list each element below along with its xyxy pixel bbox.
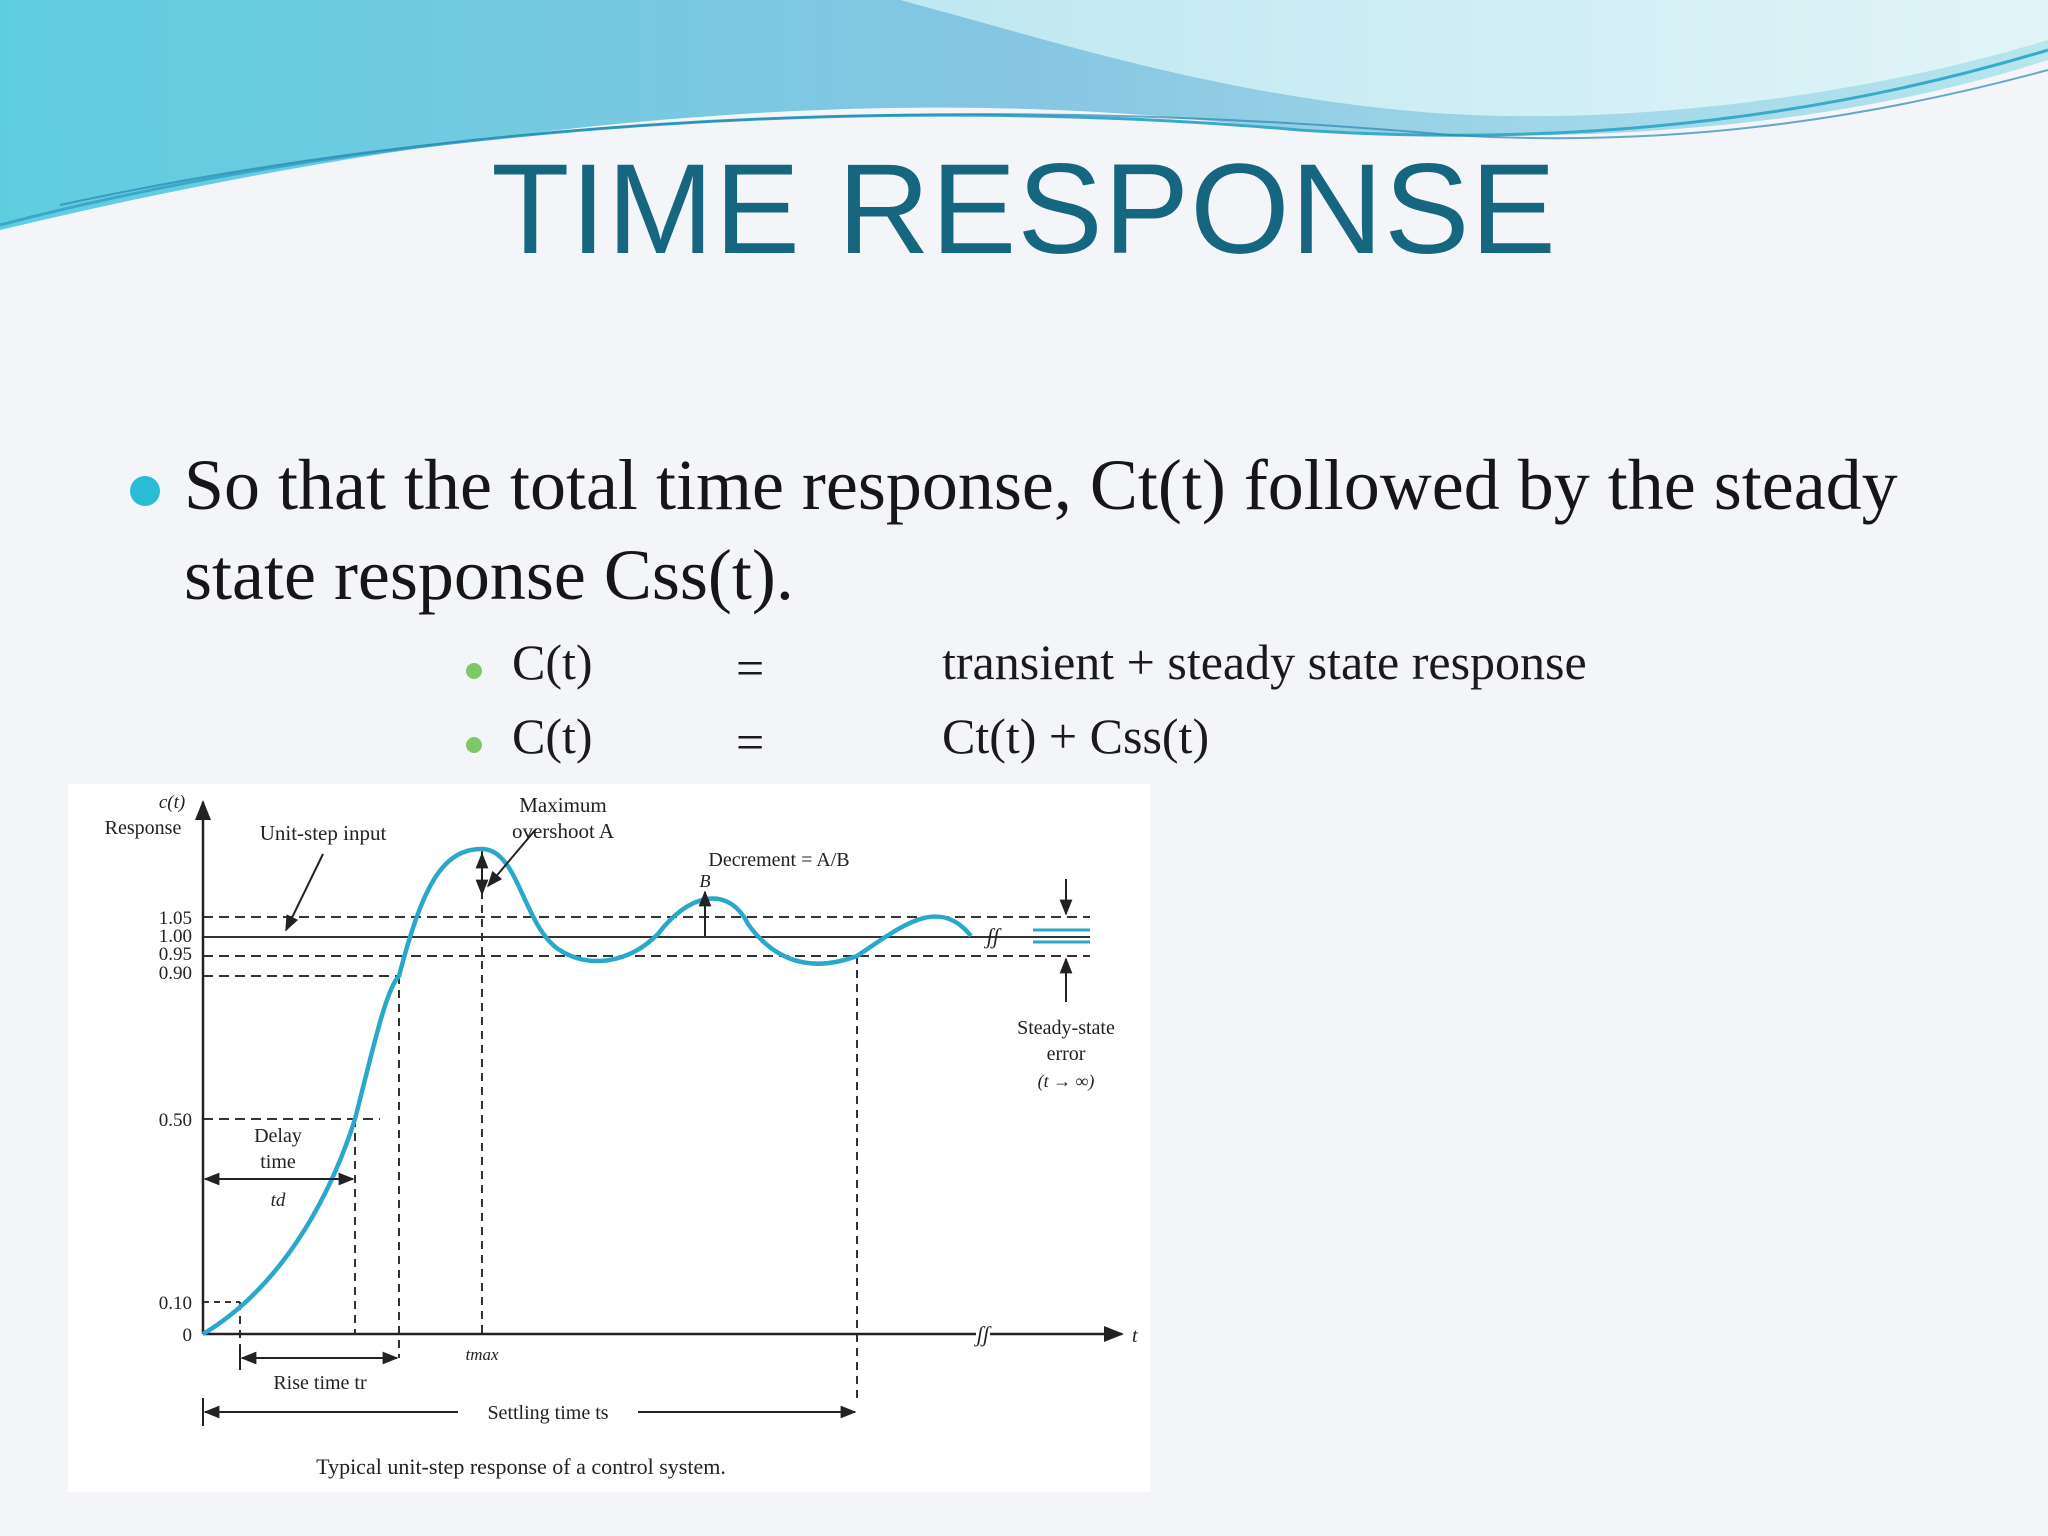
- unit-step-pointer: [285, 853, 324, 932]
- b-label: B: [700, 871, 711, 891]
- sse-label-line1: Steady-state: [1017, 1017, 1115, 1039]
- sub-bullet-lhs: C(t): [512, 634, 593, 690]
- delay-time-label-line3: td: [271, 1190, 286, 1211]
- header-wave-decoration: [0, 0, 2048, 230]
- sub-bullet-lhs: C(t): [512, 708, 593, 764]
- step-response-figure: ʃʃ ʃʃ 1.05 1.00 0.95 0.90 0.50 0.10 0 c(…: [68, 784, 1150, 1492]
- settling-label-bg: [458, 1399, 638, 1425]
- rise-time-label: Rise time tr: [273, 1372, 367, 1394]
- sub-bullet-rhs: transient + steady state response: [942, 634, 1587, 690]
- y-tick-label: 0.95: [159, 944, 192, 965]
- slide-title: TIME RESPONSE: [491, 138, 1557, 281]
- y-tick-label: 1.05: [159, 908, 192, 929]
- t-max-label: tmax: [465, 1345, 499, 1364]
- overshoot-pointer: [486, 828, 537, 888]
- sub-bullet-dot: [466, 663, 482, 679]
- x-axis-break-gap: [976, 1327, 990, 1341]
- sub-bullet-row: C(t) = Ct(t) + Css(t): [0, 707, 2048, 777]
- delay-time-label-line2: time: [260, 1151, 296, 1173]
- sub-bullet-rhs: Ct(t) + Css(t): [942, 708, 1210, 764]
- y-axis-label-response: Response: [105, 817, 182, 839]
- figure-caption: Typical unit-step response of a control …: [316, 1454, 726, 1479]
- main-bullet-text: So that the total time response, Ct(t) f…: [184, 445, 1898, 615]
- bullet-dot: [130, 476, 160, 506]
- sse-label-line3: (t → ∞): [1038, 1071, 1095, 1092]
- delay-time-label-line1: Delay: [254, 1125, 302, 1147]
- y-tick-label: 0.50: [159, 1110, 192, 1131]
- step-response-diagram: ʃʃ ʃʃ 1.05 1.00 0.95 0.90 0.50 0.10 0 c(…: [105, 792, 1138, 1479]
- y-axis-label-ct: c(t): [159, 792, 185, 813]
- x-axis-label: t: [1132, 1325, 1138, 1347]
- sub-bullet-equals: =: [736, 714, 765, 770]
- y-tick-label: 0.10: [159, 1293, 192, 1314]
- decrement-label: Decrement = A/B: [708, 849, 849, 871]
- sub-bullet-dot: [466, 737, 482, 753]
- y-tick-label: 1.00: [159, 926, 192, 947]
- x-axis-break-mark: ʃʃ: [984, 924, 1002, 949]
- sub-bullet-row: C(t) = transient + steady state response: [0, 633, 2048, 703]
- max-overshoot-label-line1: Maximum: [519, 793, 607, 817]
- sse-label-line2: error: [1047, 1043, 1086, 1065]
- response-curve: [201, 846, 973, 1336]
- settling-time-label: Settling time ts: [487, 1402, 608, 1424]
- sub-bullet-equals: =: [736, 640, 765, 696]
- max-overshoot-label-line2: overshoot A: [512, 819, 615, 843]
- y-tick-label: 0.90: [159, 963, 192, 984]
- y-tick-label: 0: [183, 1325, 193, 1346]
- x-axis-break-mark: ʃʃ: [974, 1322, 992, 1347]
- unit-step-input-label: Unit-step input: [260, 821, 387, 845]
